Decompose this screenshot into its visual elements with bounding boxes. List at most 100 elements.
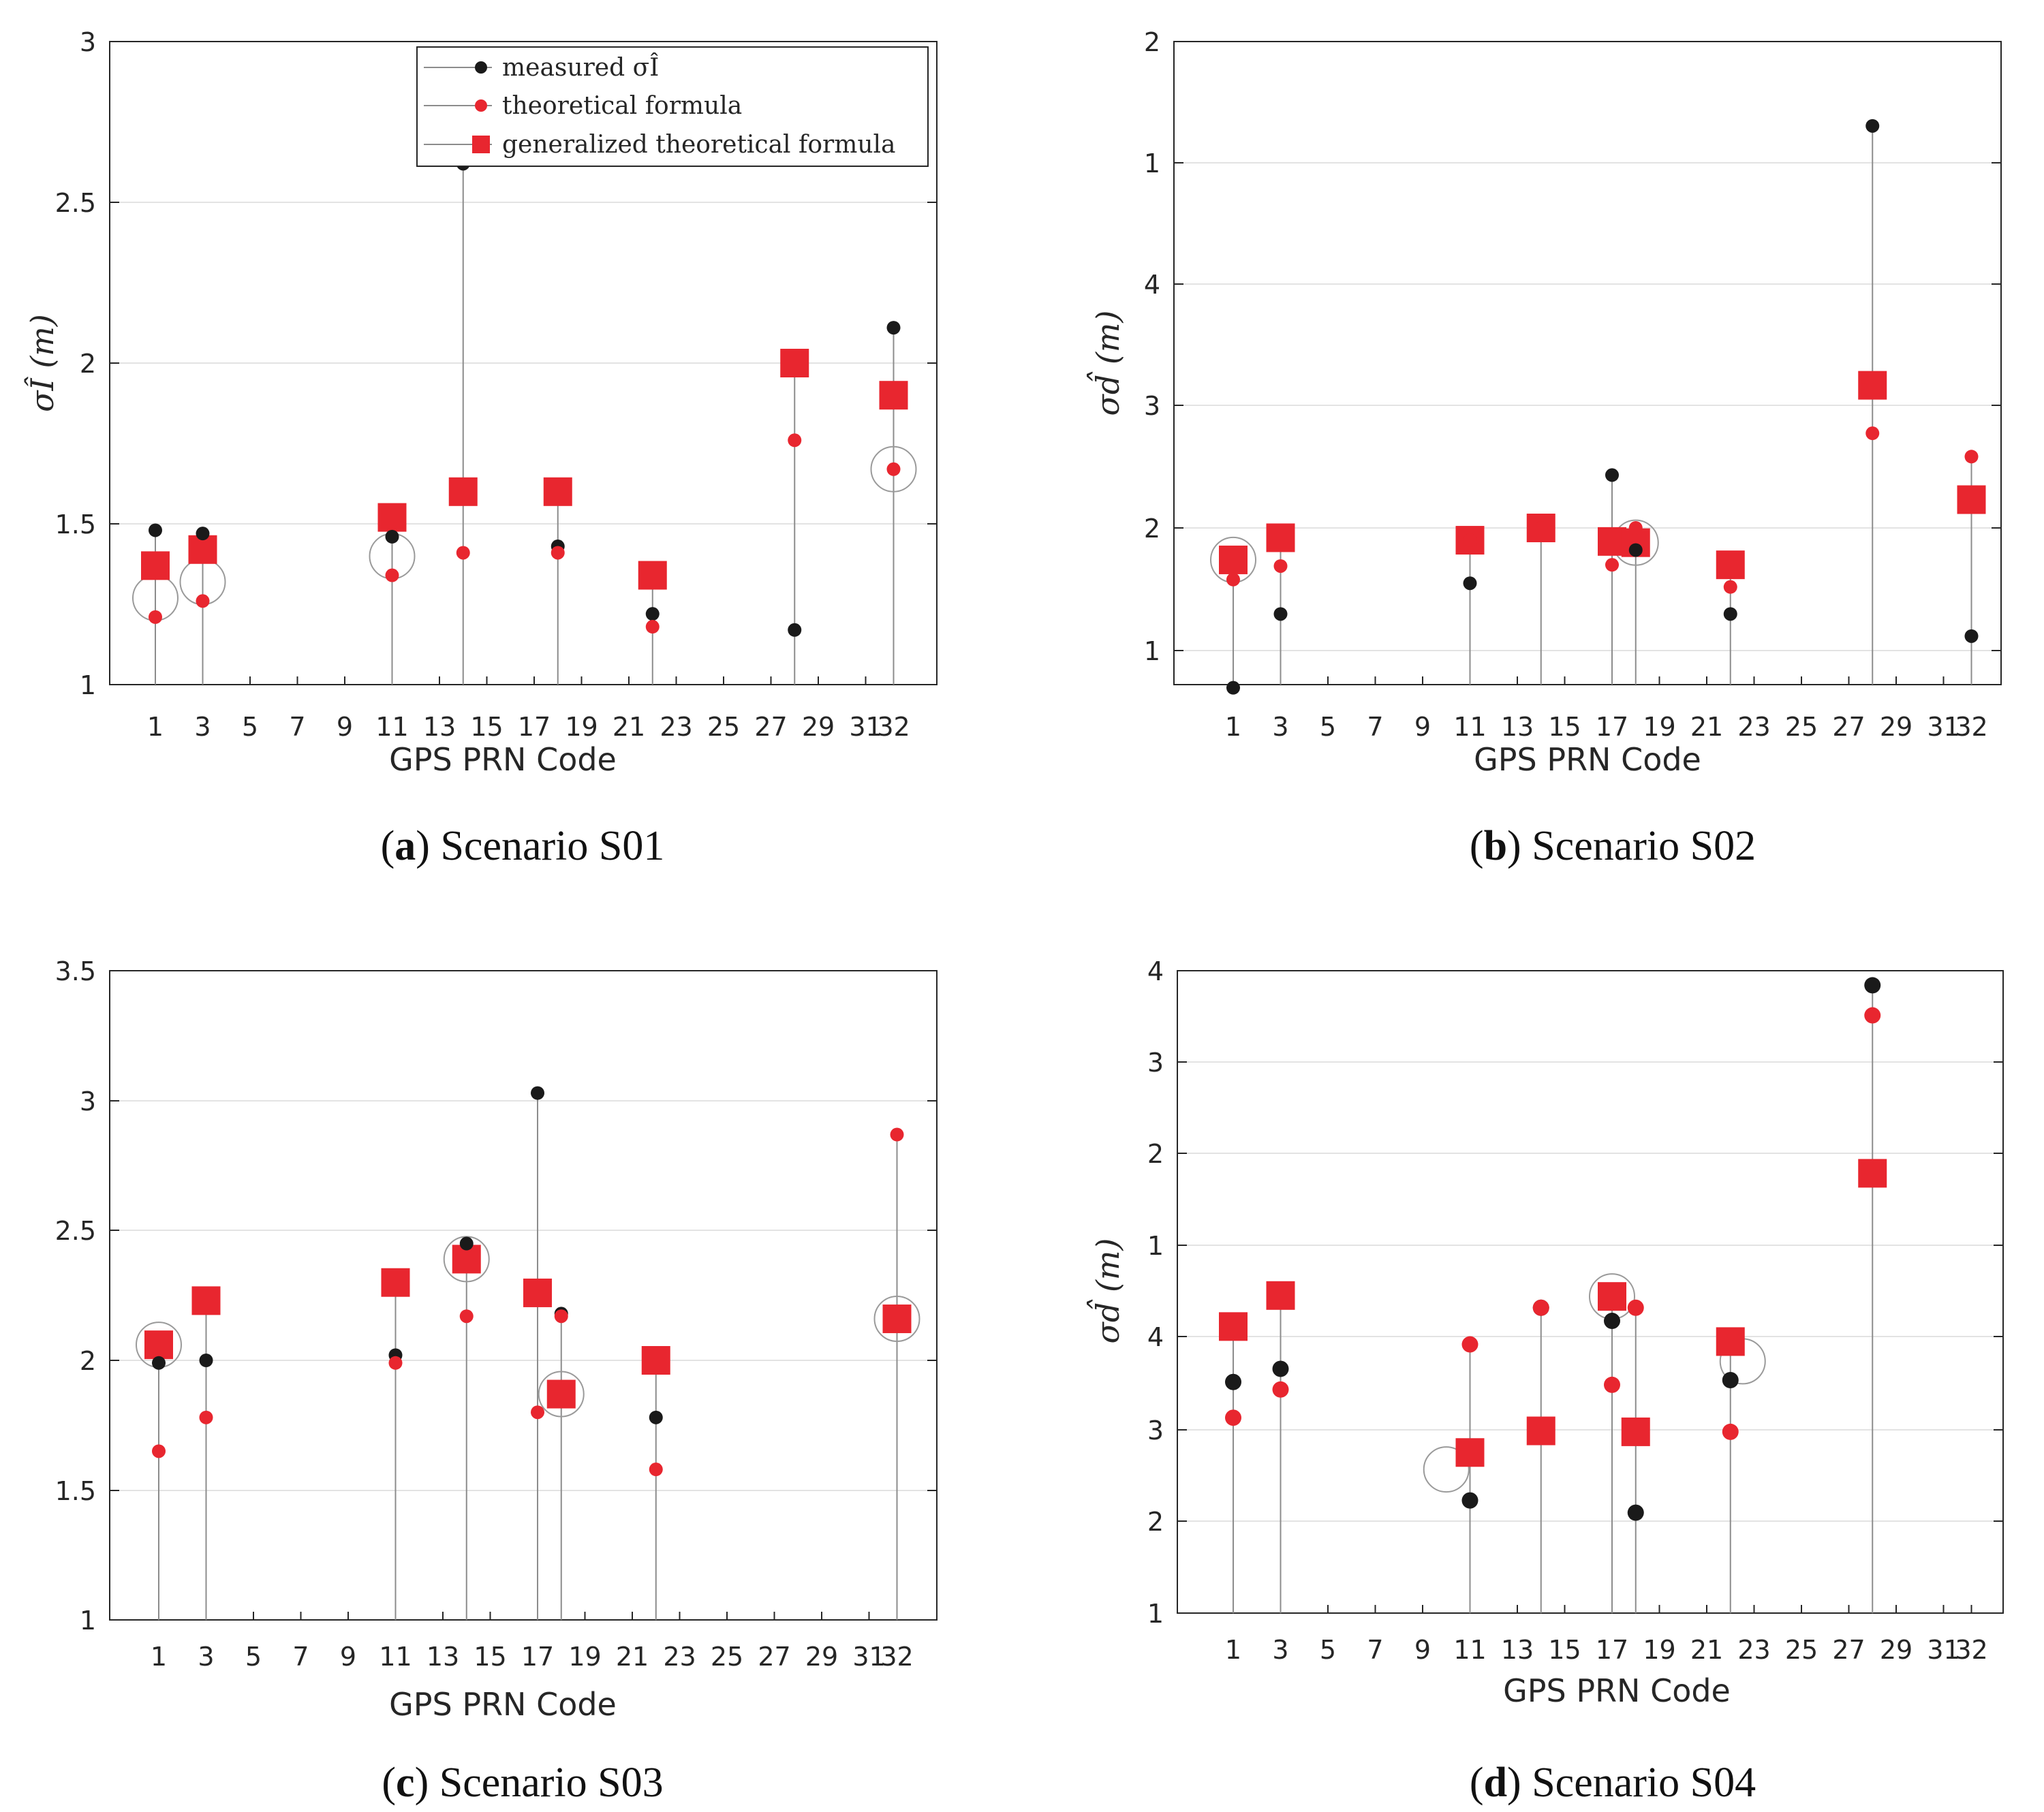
y-tick-label-c: 3.5: [55, 956, 96, 986]
measured-point: [1225, 1373, 1241, 1390]
x-tick-label-c: 5: [245, 1642, 262, 1672]
caption-a: (a) Scenario S01: [381, 823, 665, 869]
x-tick-label-b: 7: [1367, 712, 1383, 742]
generalized-point: [1716, 550, 1745, 580]
y-tick-label-d: 3: [1147, 1416, 1164, 1446]
x-tick-label-c: 27: [758, 1642, 790, 1672]
x-tick-label-a: 1: [147, 712, 164, 742]
y-tick-label-c: 2: [80, 1346, 96, 1376]
generalized-point: [191, 1286, 221, 1315]
measured-point: [788, 623, 802, 637]
generalized-point: [780, 349, 809, 377]
theoretical-point: [1272, 1381, 1289, 1398]
x-tick-label-d: 1: [1225, 1635, 1241, 1665]
caption-letter-c: c: [396, 1760, 415, 1806]
theoretical-point: [1723, 580, 1737, 594]
caption-letter-d: d: [1484, 1760, 1507, 1806]
theoretical-point: [1532, 1299, 1549, 1316]
x-tick-label-a: 3: [194, 712, 211, 742]
theoretical-point: [551, 546, 565, 560]
x-tick-label-b: 25: [1785, 712, 1818, 742]
y-tick-label-b: 4: [1144, 270, 1160, 300]
x-tick-label-c: 32: [880, 1642, 913, 1672]
x-tick-label-c: 17: [521, 1642, 554, 1672]
x-tick-label-c: 7: [292, 1642, 309, 1672]
theoretical-point: [788, 433, 802, 448]
measured-point: [459, 1236, 474, 1251]
theoretical-point: [1605, 558, 1619, 572]
theoretical-point: [1722, 1423, 1739, 1440]
theoretical-point: [1864, 1007, 1881, 1024]
x-tick-label-c: 29: [805, 1642, 838, 1672]
legend: measured σÎ theoretical formula generali…: [416, 46, 929, 167]
generalized-point: [377, 503, 407, 532]
generalized-point: [641, 1346, 670, 1375]
y-tick-label-d: 3: [1147, 1048, 1164, 1078]
measured-point: [149, 523, 162, 537]
generalized-point: [1598, 1282, 1626, 1311]
caption-b: (b) Scenario S02: [1470, 823, 1756, 869]
measured-point: [1865, 119, 1880, 133]
y-axis-label-d: σd̂ (m): [1086, 1238, 1126, 1344]
y-tick-label-b: 2: [1144, 27, 1160, 57]
x-axis-label-d: GPS PRN Code: [1503, 1672, 1731, 1709]
generalized-point: [1716, 1327, 1745, 1356]
x-tick-label-b: 11: [1453, 712, 1486, 742]
generalized-point: [638, 561, 667, 590]
x-tick-label-b: 21: [1690, 712, 1723, 742]
measured-point: [1627, 1504, 1644, 1521]
y-tick-label-d: 2: [1147, 1507, 1164, 1537]
generalized-point: [879, 381, 908, 410]
x-tick-label-b: 17: [1596, 712, 1628, 742]
x-tick-label-b: 3: [1272, 712, 1288, 742]
x-axis-label-c: GPS PRN Code: [389, 1686, 617, 1723]
x-tick-label-c: 3: [198, 1642, 214, 1672]
generalized-point: [1858, 371, 1887, 400]
x-tick-label-d: 5: [1320, 1635, 1336, 1665]
y-tick-label-a: 3: [80, 27, 96, 57]
x-tick-label-b: 15: [1548, 712, 1581, 742]
x-tick-label-d: 11: [1453, 1635, 1486, 1665]
measured-point: [1964, 629, 1979, 643]
y-tick-label-b: 3: [1144, 391, 1160, 421]
x-tick-label-d: 27: [1832, 1635, 1865, 1665]
y-tick-label-c: 2.5: [55, 1216, 96, 1246]
generalized-point: [144, 1330, 173, 1360]
x-tick-label-a: 29: [802, 712, 835, 742]
x-tick-label-b: 32: [1955, 712, 1987, 742]
x-tick-label-a: 27: [754, 712, 787, 742]
legend-marker-generalized: [472, 136, 490, 153]
x-tick-label-b: 29: [1880, 712, 1913, 742]
measured-point: [196, 527, 210, 541]
caption-text-d: Scenario S04: [1532, 1760, 1756, 1806]
y-tick-label-d: 4: [1147, 956, 1164, 986]
measured-point: [1273, 607, 1288, 621]
measured-point: [1463, 576, 1477, 591]
legend-label-theoretical: theoretical formula: [502, 92, 742, 120]
x-tick-label-a: 25: [707, 712, 740, 742]
generalized-point: [1621, 1417, 1650, 1446]
measured-point: [152, 1356, 166, 1370]
caption-text-c: Scenario S03: [439, 1760, 664, 1806]
svg-text:(b) Scenario S02: (b) Scenario S02: [1470, 823, 1756, 869]
x-tick-label-b: 1: [1225, 712, 1241, 742]
theoretical-point: [1225, 1409, 1241, 1426]
generalized-point: [1858, 1159, 1887, 1188]
legend-label-generalized: generalized theoretical formula: [502, 131, 896, 159]
theoretical-point: [1604, 1376, 1620, 1393]
measured-point: [886, 321, 901, 335]
x-tick-label-d: 32: [1955, 1635, 1987, 1665]
measured-point: [1723, 607, 1737, 621]
x-tick-label-d: 21: [1690, 1635, 1723, 1665]
x-tick-label-a: 15: [470, 712, 503, 742]
highlight-ring: [870, 446, 917, 493]
x-tick-label-d: 7: [1367, 1635, 1383, 1665]
x-tick-label-c: 23: [663, 1642, 696, 1672]
generalized-point: [1219, 1312, 1248, 1341]
measured-point: [649, 1410, 663, 1424]
x-tick-label-b: 31: [1927, 712, 1960, 742]
caption-text-a: Scenario S01: [440, 823, 664, 869]
generalized-point: [546, 1379, 576, 1409]
